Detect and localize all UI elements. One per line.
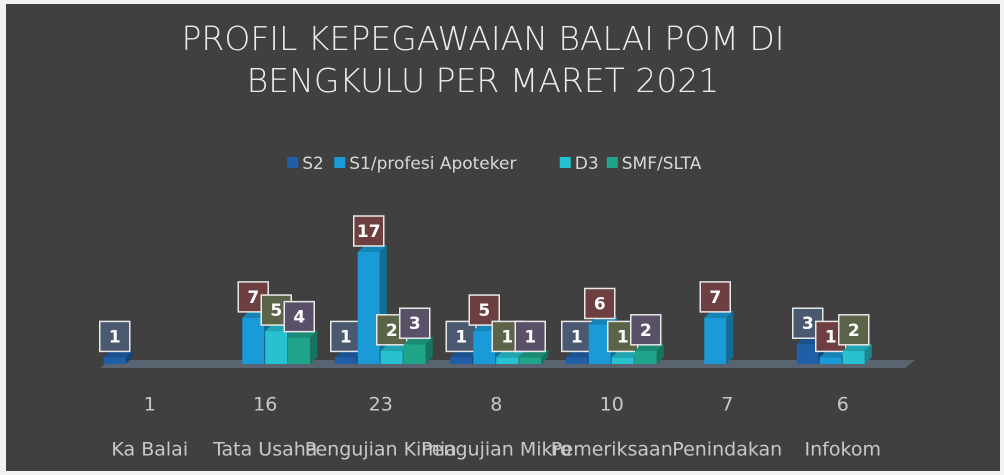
bar: [357, 245, 387, 364]
bar-front: [288, 337, 311, 364]
data-label-box: [838, 314, 870, 346]
data-label-box: [630, 314, 662, 346]
bar-side: [425, 337, 433, 364]
data-label: 4: [293, 308, 305, 328]
data-label-box: [99, 320, 131, 353]
legend-swatch: [287, 157, 299, 168]
bar-front: [634, 350, 657, 364]
bar-side: [864, 343, 872, 364]
bar-front: [611, 357, 634, 364]
bar: [288, 330, 318, 364]
data-label-box: [399, 307, 431, 339]
chart-title: PROFIL KEPEGAWAIAN BALAI POM DI BENGKULU…: [181, 19, 785, 100]
data-label: 3: [802, 314, 814, 334]
data-label: 1: [340, 327, 352, 347]
data-label: 6: [594, 294, 606, 314]
bar-front: [519, 357, 542, 364]
data-label-box: [699, 281, 731, 313]
legend-swatch: [559, 157, 571, 168]
bar-front: [242, 317, 265, 364]
bar: [842, 343, 872, 364]
legend-label: S2: [302, 154, 324, 174]
x-tick-label: Ka Balai: [111, 439, 188, 461]
bar-side: [541, 350, 549, 364]
data-label: 1: [501, 327, 513, 347]
data-label-box: [584, 287, 616, 320]
data-label: 3: [409, 314, 421, 334]
data-label: 7: [247, 288, 259, 308]
bar-side: [726, 310, 734, 364]
bar-front: [357, 252, 380, 364]
bar-front: [473, 331, 496, 364]
x-tick-label: Pengujian Mikro: [421, 439, 572, 461]
legend-swatch: [334, 157, 346, 168]
bar-front: [796, 344, 819, 364]
data-label: 2: [640, 321, 652, 341]
data-label: 2: [848, 321, 860, 341]
bar-front: [842, 350, 865, 364]
x-tick-label-total: 6: [837, 394, 849, 416]
data-label-box: [353, 215, 385, 247]
legend-swatch: [606, 157, 618, 168]
bar-front: [819, 357, 842, 364]
legend-label: S1/profesi Apoteker: [349, 154, 516, 174]
chart-background: [6, 4, 1000, 471]
bar-front: [496, 357, 519, 364]
data-label: 1: [524, 327, 536, 347]
data-label: 1: [571, 327, 583, 347]
x-tick-label-total: 10: [600, 394, 624, 416]
bar-front: [265, 331, 288, 364]
data-label-box: [514, 320, 546, 353]
legend-label: D3: [575, 154, 599, 174]
data-label: 5: [270, 301, 282, 321]
data-label: 2: [386, 321, 398, 341]
bar-front: [334, 357, 357, 364]
x-tick-label: Tata Usaha: [212, 439, 317, 461]
bar-front: [565, 357, 588, 364]
bar-side: [656, 343, 664, 364]
data-label: 1: [617, 327, 629, 347]
x-tick-label-total: 16: [253, 394, 277, 416]
data-label: 17: [357, 222, 381, 242]
bar-front: [588, 324, 611, 364]
x-tick-label: Pengujian Kimia: [305, 439, 457, 461]
bar: [403, 337, 433, 364]
x-tick-label-total: 8: [490, 394, 502, 416]
x-tick-label-total: 23: [369, 394, 393, 416]
bar: [634, 343, 664, 364]
bar-side: [125, 350, 133, 364]
data-label: 5: [478, 301, 490, 321]
bar-front: [380, 350, 403, 364]
data-label-box: [468, 294, 500, 326]
data-label-box: [330, 320, 362, 353]
data-label: 7: [709, 288, 721, 308]
data-label: 1: [825, 327, 837, 347]
data-label: 1: [455, 327, 467, 347]
data-label-box: [445, 320, 477, 353]
x-tick-label: Infokom: [805, 439, 881, 461]
legend-label: SMF/SLTA: [622, 154, 702, 174]
bar-front: [103, 357, 126, 364]
x-tick-label-total: 7: [721, 394, 733, 416]
bar: [704, 310, 734, 364]
x-tick-label: Pemeriksaan: [551, 439, 673, 461]
x-tick-label: Penindakan: [672, 439, 782, 461]
data-label: 1: [109, 327, 121, 347]
bar-side: [310, 330, 318, 364]
data-label-box: [283, 300, 315, 333]
x-tick-label-total: 1: [144, 394, 156, 416]
bar-front: [450, 357, 473, 364]
bar-front: [704, 317, 727, 364]
bar-front: [403, 344, 426, 364]
